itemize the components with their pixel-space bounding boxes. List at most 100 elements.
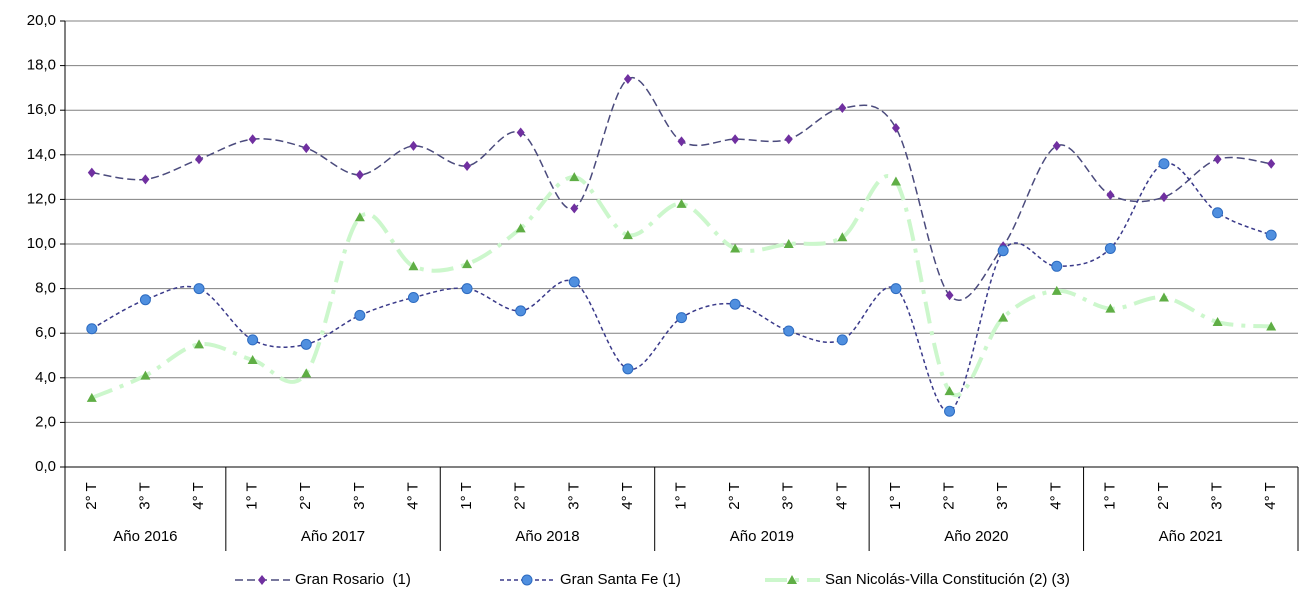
x-tick-label: 1° T [244,482,261,509]
data-point [1267,158,1276,169]
group-label: Año 2019 [730,528,794,545]
x-tick-label: 2° T [297,482,314,509]
data-point [945,290,954,301]
data-point [729,298,741,310]
data-point [247,354,258,364]
data-point [515,223,526,233]
y-tick-label: 20,0 [27,12,56,29]
x-tick-label: 3° T [994,482,1011,509]
data-point [622,363,634,375]
group-label: Año 2018 [515,528,579,545]
group-label: Año 2016 [113,528,177,545]
data-point [409,140,418,151]
y-tick-label: 2,0 [35,413,56,430]
data-point [1213,154,1222,165]
x-tick-label: 2° T [83,482,100,509]
data-point [86,392,97,402]
legend-label: San Nicolás-Villa Constitución (2) (3) [825,571,1070,588]
data-point [300,338,312,350]
y-tick-label: 0,0 [35,458,56,475]
data-point [836,334,848,346]
data-point [1051,260,1063,272]
data-point [463,160,472,171]
data-point [569,172,580,182]
data-point [194,339,205,349]
data-point [1158,292,1169,302]
data-point [1159,192,1168,203]
data-point [1105,303,1116,313]
y-tick-label: 8,0 [35,280,56,297]
x-tick-label: 1° T [1101,482,1118,509]
data-point [407,292,419,304]
data-point [248,134,257,145]
y-tick-label: 16,0 [27,101,56,118]
data-point [568,276,580,288]
data-point [838,102,847,113]
y-tick-label: 18,0 [27,57,56,74]
group-label: Año 2021 [1159,528,1223,545]
group-label: Año 2017 [301,528,365,545]
legend-marker [258,575,266,585]
data-point [139,294,151,306]
data-point [86,323,98,335]
x-tick-label: 1° T [672,482,689,509]
x-tick-label: 2° T [1155,482,1172,509]
x-tick-label: 4° T [833,482,850,509]
data-point [997,245,1009,257]
data-point [784,134,793,145]
x-tick-label: 3° T [136,482,153,509]
data-point [87,167,96,178]
data-point [408,261,419,271]
data-point [783,239,794,248]
data-point [998,312,1009,322]
x-tick-label: 1° T [887,482,904,509]
data-point [1158,158,1170,170]
data-point [1106,189,1115,200]
legend-label: Gran Rosario (1) [295,571,411,588]
x-tick-label: 3° T [1209,482,1226,509]
x-tick-label: 4° T [1262,482,1279,509]
data-point [462,259,473,269]
data-point [944,386,955,396]
y-tick-label: 10,0 [27,235,56,252]
legend-marker [787,575,797,584]
x-tick-label: 2° T [941,482,958,509]
data-point [676,312,687,324]
data-point [1052,140,1061,151]
data-point [891,123,900,134]
series-line [91,174,1272,400]
data-point [1051,285,1062,295]
data-point [1266,321,1277,331]
y-tick-label: 12,0 [27,190,56,207]
x-tick-label: 1° T [458,482,475,509]
data-point [622,230,633,240]
y-tick-label: 4,0 [35,369,56,386]
data-point [1104,242,1116,254]
data-point [677,136,686,147]
data-point [461,283,473,295]
data-point [837,232,848,242]
x-tick-label: 4° T [190,482,207,509]
data-point [141,174,150,185]
x-tick-label: 3° T [565,482,582,509]
x-tick-label: 2° T [512,482,529,509]
x-tick-label: 4° T [619,482,636,509]
data-point [247,334,259,346]
data-point [354,212,365,222]
data-point [516,127,525,138]
data-point [676,198,687,208]
data-point [890,176,901,186]
data-point [1212,317,1223,327]
y-tick-label: 14,0 [27,146,56,163]
group-label: Año 2020 [944,528,1008,545]
data-point [730,243,741,253]
x-tick-label: 2° T [726,482,743,509]
data-point [195,154,204,165]
x-tick-label: 3° T [351,482,368,509]
x-tick-label: 3° T [780,482,797,509]
data-point [354,309,366,321]
x-tick-label: 4° T [1048,482,1065,509]
data-point [515,305,527,317]
